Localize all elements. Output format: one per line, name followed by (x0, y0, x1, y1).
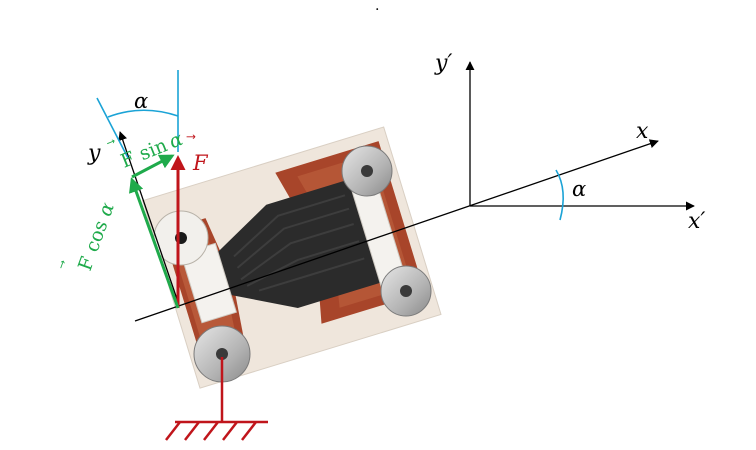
label-y-prime: y′ (434, 51, 452, 76)
label-force-sin: ⃗ F sin α (106, 128, 186, 173)
force-sin-component (131, 154, 175, 179)
label-force-sin-F: F (118, 147, 138, 172)
label-force-F-arrow: ⃗ (186, 134, 196, 139)
label-force-sin-alpha: α (166, 128, 186, 153)
label-force-F: ⃗ F (186, 134, 209, 175)
puck-right (380, 265, 432, 317)
angle-guide-tilted (96, 97, 129, 159)
label-force-cos-fn: cos (81, 217, 113, 254)
label-alpha-right: α (572, 177, 586, 201)
top-dot: . (375, 0, 379, 14)
angle-arc-top (107, 109, 179, 118)
pucks (153, 145, 432, 383)
label-y: y (87, 141, 101, 166)
label-alpha-top: α (134, 89, 148, 113)
ground-support (165, 357, 268, 441)
label-force-cos-F: F (74, 254, 99, 274)
x-axis-rotated (134, 139, 659, 322)
puck-top-right (341, 145, 393, 197)
label-force-F-text: F (192, 151, 209, 175)
frame-prime (134, 61, 695, 322)
carbon-texture (233, 194, 365, 292)
label-force-cos: ⃗ F cos α (58, 199, 119, 274)
label-x: x (636, 119, 649, 144)
angle-markers (96, 70, 564, 221)
y-axis-rotated (118, 131, 180, 306)
label-x-prime: x′ (688, 209, 705, 234)
force-cos-component (129, 177, 180, 309)
label-force-cos-arrow: ⃗ (58, 260, 65, 270)
label-force-sin-arrow: ⃗ (106, 139, 116, 146)
label-force-cos-alpha: α (94, 199, 119, 219)
angle-arc-right (555, 169, 564, 221)
